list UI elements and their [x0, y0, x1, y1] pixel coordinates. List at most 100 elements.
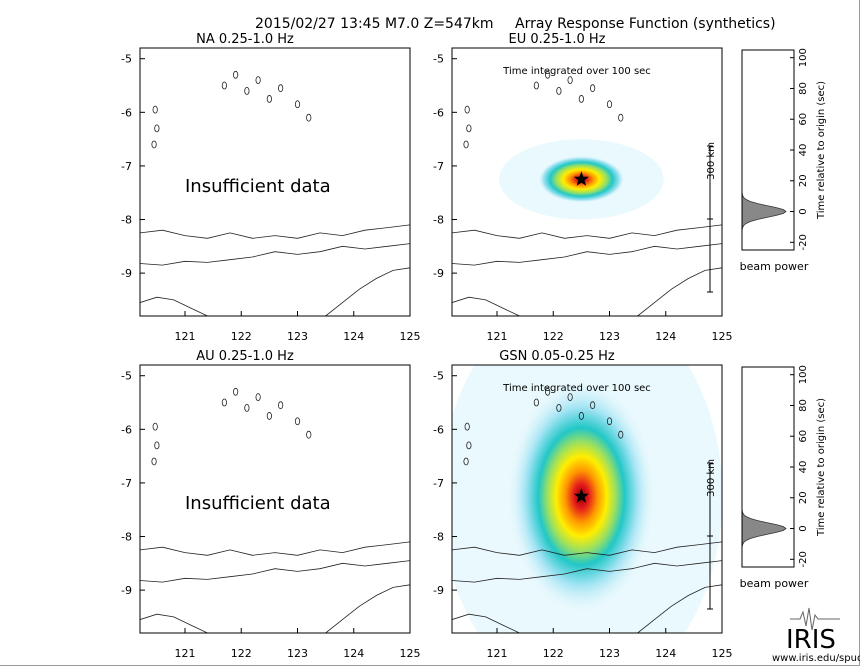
island: [590, 84, 596, 93]
map-frame: [139, 364, 411, 634]
beam-y-tick-label: 20: [798, 491, 809, 504]
island: [294, 100, 301, 109]
integration-note: Time integrated over 100 sec: [502, 383, 651, 394]
island: [152, 422, 158, 431]
x-tick-label: 124: [343, 330, 364, 343]
y-tick-label: -7: [121, 477, 132, 490]
x-tick-label: 125: [400, 647, 421, 660]
beam-power-panel-eu: -20 0 20 40 60 80 100 Time relative to origin (…: [740, 48, 827, 273]
x-tick-label: 121: [487, 330, 508, 343]
beam-power-pulse: [741, 506, 787, 551]
x-tick-label: 125: [400, 330, 421, 343]
epicenter-star-icon: [573, 171, 589, 186]
iris-logo: IRIS www.iris.edu/spud: [772, 607, 860, 664]
island: [556, 403, 562, 412]
island: [278, 84, 284, 93]
island: [255, 76, 261, 85]
beam-y-tick-label: 100: [798, 48, 809, 67]
y-tick-label: -6: [121, 423, 132, 436]
island: [306, 113, 312, 122]
island: [618, 430, 624, 439]
map-title-au: AU 0.25-1.0 Hz: [196, 349, 294, 364]
y-tick-label: -5: [121, 53, 132, 66]
x-tick-label: 121: [175, 647, 196, 660]
insufficient-data-label: Insufficient data: [185, 176, 331, 197]
x-tick-label: 124: [655, 647, 676, 660]
island: [154, 441, 160, 450]
island: [278, 401, 284, 410]
island: [244, 403, 250, 412]
beam-y-tick-label: -20: [798, 551, 809, 567]
beam-y-tick-label: 0: [798, 525, 809, 531]
coastline: [140, 296, 208, 316]
coastlines-au: [140, 387, 410, 633]
insufficient-data-label: Insufficient data: [185, 493, 331, 514]
beam-y-tick-label: 100: [798, 365, 809, 384]
x-tick-label: 123: [599, 647, 620, 660]
coastline: [452, 560, 722, 583]
island: [464, 422, 470, 431]
island: [244, 86, 250, 95]
beam-y-axis-label: Time relative to origin (sec): [816, 398, 827, 537]
island: [154, 124, 160, 133]
beam-y-tick-label: 80: [798, 82, 809, 95]
seismogram-mark: [790, 607, 840, 631]
y-tick-label: -8: [433, 214, 444, 227]
island: [463, 457, 469, 466]
beam-y-tick-label: 60: [798, 113, 809, 126]
beam-y-tick-label: 80: [798, 399, 809, 412]
scale-bar-label: 300 km: [706, 142, 717, 180]
coastline: [452, 243, 722, 266]
island: [466, 124, 472, 133]
map-title-gsn: GSN 0.05-0.25 Hz: [499, 349, 615, 364]
x-tick-label: 122: [543, 647, 564, 660]
y-tick-label: -9: [433, 267, 444, 280]
x-tick-label: 122: [231, 330, 252, 343]
island: [464, 105, 470, 114]
beam-y-axis-label: Time relative to origin (sec): [816, 81, 827, 220]
coastline: [140, 560, 410, 583]
logo-text: IRIS: [786, 625, 836, 655]
y-tick-label: -5: [433, 53, 444, 66]
island: [466, 441, 472, 450]
island: [606, 100, 613, 109]
coastline: [140, 541, 410, 556]
island: [590, 401, 596, 410]
island: [567, 393, 573, 402]
island: [533, 398, 539, 407]
x-tick-label: 121: [487, 647, 508, 660]
island: [266, 95, 272, 103]
y-tick-label: -7: [433, 477, 444, 490]
beam-y-tick-label: 40: [798, 461, 809, 474]
island: [151, 457, 157, 466]
island: [556, 86, 562, 95]
y-tick-label: -9: [433, 584, 444, 597]
x-tick-label: 121: [175, 330, 196, 343]
island: [306, 430, 312, 439]
island: [545, 387, 551, 396]
island: [578, 95, 584, 103]
y-tick-label: -7: [121, 160, 132, 173]
product-label: Array Response Function (synthetics): [515, 16, 776, 32]
coastline: [452, 541, 722, 556]
coastline: [637, 584, 722, 633]
integration-note: Time integrated over 100 sec: [502, 66, 651, 77]
map-panels: 121 122 123 124 125 -5 -6 -7 -8 -9 NA 0.25-1.0 Hz I…: [121, 32, 732, 660]
logo-url: www.iris.edu/spud: [772, 653, 860, 664]
island: [618, 113, 624, 122]
map-panel-na: 121 122 123 124 125 -5 -6 -7 -8 -9 NA 0.25-1.0 Hz I…: [121, 32, 420, 343]
map-frame: [451, 364, 723, 634]
coastlines-gsn: [452, 387, 722, 633]
island: [233, 70, 239, 79]
map-panel-au: 121 122 123 124 125 -5 -6 -7 -8 -9 AU 0.25-1.0 Hz I…: [121, 349, 420, 660]
map-frame: [451, 47, 723, 317]
beam-x-axis-label: beam power: [740, 260, 809, 273]
x-tick-label: 124: [655, 330, 676, 343]
coastline: [140, 224, 410, 239]
coastline: [325, 267, 410, 316]
x-tick-label: 122: [543, 330, 564, 343]
x-tick-label: 123: [287, 330, 308, 343]
y-tick-label: -9: [121, 267, 132, 280]
